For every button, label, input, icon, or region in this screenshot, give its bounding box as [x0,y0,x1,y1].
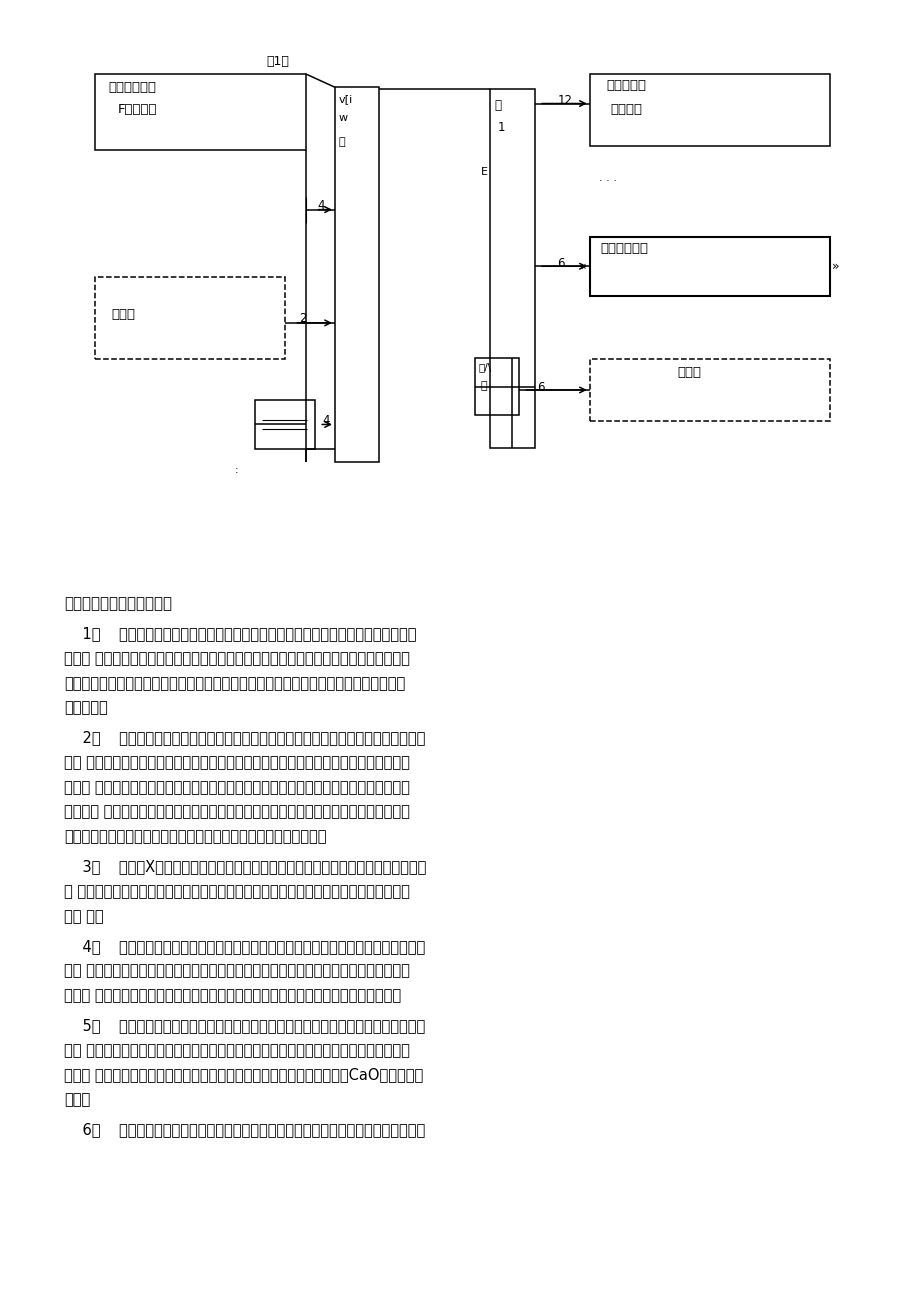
Text: 荷怡）: 荷怡） [111,307,135,320]
Text: 井: 井 [494,99,501,112]
Text: 分配 不合理，促使生料成份的波动。磨机的不稳定操作及物料易磨性的改变，对生料的成: 分配 不合理，促使生料成份的波动。磨机的不稳定操作及物料易磨性的改变，对生料的成 [64,1043,410,1059]
Text: 12: 12 [557,95,572,107]
Text: 料。下 料不稳畅，料层不稳有卡料现象，在现场断料或下料不够的情况下（大块的物料卡: 料。下 料不稳畅，料层不稳有卡料现象，在现场断料或下料不够的情况下（大块的物料卡 [64,651,410,667]
Text: 料重数据采集: 料重数据采集 [108,81,156,94]
Bar [589,237,829,296]
Text: 4: 4 [317,199,324,212]
Text: w: w [338,113,347,124]
Bar [490,89,534,448]
Bar [335,87,379,462]
Text: 4: 4 [322,414,329,427]
Text: 4）    各种物料配比的波动，工艺设备不能满足配料的要求，由于破碎工艺的不完备，: 4） 各种物料配比的波动，工艺设备不能满足配料的要求，由于破碎工艺的不完备， [64,939,425,954]
Text: 6: 6 [557,258,564,270]
Text: 箱: 箱 [480,381,486,392]
Text: 监控措施。: 监控措施。 [64,700,108,716]
Text: E: E [481,167,488,177]
Text: 造成生料质量不稳定的因素: 造成生料质量不稳定的因素 [64,596,172,612]
Text: :: : [234,465,238,475]
Text: 3）    要考虑X荧光分析曲线是否有漂移而影响结果准确性的问题，另外取样是否有代: 3） 要考虑X荧光分析曲线是否有漂移而影响结果准确性的问题，另外取样是否有代 [64,859,426,875]
Text: 1: 1 [497,121,505,134]
Text: 1）    物料不稳定的影响，生料配料时原料未经烘干，水分波动较大，对于粘滞性物: 1） 物料不稳定的影响，生料配料时原料未经烘干，水分波动较大，对于粘滞性物 [64,626,416,642]
Text: （控常怡: （控常怡 [609,103,641,116]
Text: 2）    生料取样点的影响，出磨生料代表性差，误导控制。生料取样是由螺旋输送连续: 2） 生料取样点的影响，出磨生料代表性差，误导控制。生料取样是由螺旋输送连续 [64,730,425,746]
Text: 「1」: 「1」 [267,55,289,68]
Text: 气压的不稳，干扰取样工作，进一步影响到检测结果对生产的指导。: 气压的不稳，干扰取样工作，进一步影响到检测结果对生产的指导。 [64,829,326,845]
Text: 住下料口）荧光分析配料曲线往往显示十分正常，影响物料的实际流量，缺乏及时有效的: 住下料口）荧光分析配料曲线往往显示十分正常，影响物料的实际流量，缺乏及时有效的 [64,676,405,691]
Text: 确性 等。: 确性 等。 [64,909,104,924]
Text: 表 性的问题（如样品在原料磨停的前后所取，其代表性必然受到影响）、制样的方法的正: 表 性的问题（如样品在原料磨停的前后所取，其代表性必然受到影响）、制样的方法的正 [64,884,410,900]
Text: 取样 机取样，取样位置在成品空气斜槽和均化库之间，成品生料经空气斜槽流经连续取样: 取样 机取样，取样位置在成品空气斜槽和均化库之间，成品生料经空气斜槽流经连续取样 [64,755,410,771]
Text: 6: 6 [537,380,544,393]
Text: 各电机启停: 各电机启停 [606,79,645,92]
Bar [255,400,314,449]
Text: v[i: v[i [338,94,352,104]
Text: 料细度相 差较大的问题，两者饱和也有所差距，综合以上因素，由于除尘和回灰和取样点: 料细度相 差较大的问题，两者饱和也有所差距，综合以上因素，由于除尘和回灰和取样点 [64,805,410,820]
Text: 使物 料的粒度不均齐，或粒度过大，喂料及计量设备精度差，不能有效控制各种物料的流: 使物 料的粒度不均齐，或粒度过大，喂料及计量设备精度差，不能有效控制各种物料的流 [64,963,410,979]
Text: »: » [831,260,838,272]
Bar [95,74,306,150]
Text: 簣: 簣 [338,137,345,147]
Bar [589,74,829,146]
Text: 2: 2 [299,312,306,326]
Text: 电振机控制箱: 电振机控制箱 [600,242,648,255]
Text: . . .: . . . [598,173,616,184]
Text: 量，磨 头仓容量过小，造成断料或料仓中的压力难以稳定，影响下料的准确和均匀性。: 量，磨 头仓容量过小，造成断料或料仓中的压力难以稳定，影响下料的准确和均匀性。 [64,988,401,1004]
Text: «: « [578,260,585,272]
Bar [95,277,285,359]
Text: 制电路: 制电路 [676,366,700,379]
Bar [474,358,518,415]
Text: 总/\: 总/\ [478,362,491,372]
Bar [589,359,829,421]
Text: 份影响 很大。特别当生料磨空转时，一般的经验是物料的饱和显著提高，CaO高于平时的: 份影响 很大。特别当生料磨空转时，一般的经验是物料的饱和显著提高，CaO高于平时… [64,1068,423,1083]
Text: F七台电子: F七台电子 [118,103,157,116]
Text: 5）    配比调节不当，对于成份波动大的生料，判断不准却，缺乏良好的预见性，配比: 5） 配比调节不当，对于成份波动大的生料，判断不准却，缺乏良好的预见性，配比 [64,1018,425,1034]
Text: 6）    均化后生料质量不易判定。均化后生料成分与出磨生料平均成分、细度存在着较: 6） 均化后生料质量不易判定。均化后生料成分与出磨生料平均成分、细度存在着较 [64,1122,425,1138]
Text: 器，取 样螺旋输送机在工作时还有部分是收尘的料，在生产中一直存在出磨生料和入窑生: 器，取 样螺旋输送机在工作时还有部分是收尘的料，在生产中一直存在出磨生料和入窑生 [64,780,410,796]
Text: 水平。: 水平。 [64,1092,91,1108]
